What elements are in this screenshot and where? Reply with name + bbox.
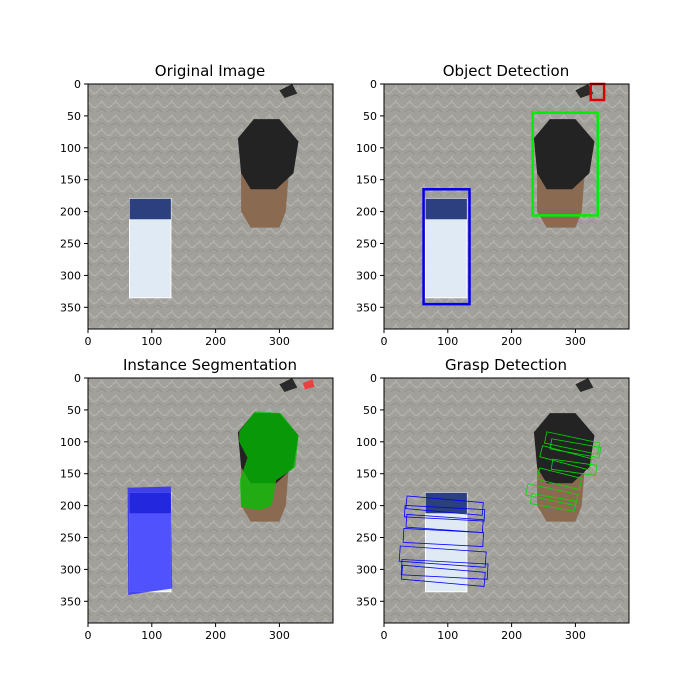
title-grasp: Grasp Detection — [445, 356, 567, 374]
detection-box-jar — [531, 111, 599, 217]
chocolate-band — [129, 198, 171, 220]
y-tick-label: 100 — [356, 436, 377, 449]
y-tick-label: 300 — [356, 269, 377, 282]
small-object — [279, 378, 298, 392]
panel-detection: 0 100 200 300 0 50 100 150 200 250 300 350 — [356, 78, 630, 348]
segmentation-mask-chocolate — [127, 486, 173, 595]
chocolate-band — [425, 492, 467, 514]
x-tick-label: 0 — [381, 629, 388, 642]
y-tick-label: 300 — [356, 563, 377, 576]
axes-frame — [87, 83, 334, 330]
y-tick-label: 50 — [67, 110, 81, 123]
x-tick-label: 200 — [501, 335, 522, 348]
grasp-rectangle — [529, 493, 577, 512]
x-tick-label: 100 — [437, 335, 458, 348]
x-tick-label: 0 — [85, 335, 92, 348]
y-tick-label: 50 — [363, 404, 377, 417]
y-tick-label: 200 — [356, 500, 377, 513]
y-tick-label: 100 — [356, 142, 377, 155]
x-tick-label: 0 — [381, 335, 388, 348]
image-background — [384, 84, 629, 329]
y-tick-label: 350 — [356, 595, 377, 608]
x-tick-label: 200 — [205, 335, 226, 348]
title-detection: Object Detection — [443, 62, 570, 80]
grasp-rectangle — [398, 545, 487, 568]
y-tick-label: 150 — [60, 468, 81, 481]
small-object — [575, 84, 594, 98]
jar-lid — [533, 413, 595, 484]
title-original: Original Image — [155, 62, 265, 80]
x-tick-label: 100 — [141, 629, 162, 642]
y-tick-label: 200 — [60, 206, 81, 219]
y-tick-label: 250 — [60, 532, 81, 545]
y-tick-label: 200 — [356, 206, 377, 219]
chocolate-band — [425, 198, 467, 220]
image-background — [384, 378, 629, 623]
small-object — [279, 84, 298, 98]
title-segmentation: Instance Segmentation — [123, 356, 297, 374]
y-tick-label: 250 — [356, 238, 377, 251]
grasp-rectangle — [405, 514, 484, 533]
x-tick-label: 300 — [269, 629, 290, 642]
grasp-rectangle — [404, 505, 486, 522]
y-tick-label: 0 — [370, 372, 377, 385]
x-tick-label: 0 — [85, 629, 92, 642]
x-tick-label: 200 — [501, 629, 522, 642]
y-tick-label: 200 — [60, 500, 81, 513]
y-tick-label: 50 — [363, 110, 377, 123]
y-tick-label: 350 — [356, 301, 377, 314]
segmentation-mask-jar — [239, 411, 299, 511]
grasp-rectangle — [536, 467, 583, 491]
y-tick-label: 50 — [67, 404, 81, 417]
y-tick-label: 100 — [60, 142, 81, 155]
axes-frame — [383, 377, 630, 624]
small-object — [575, 378, 594, 392]
detection-box-chocolate — [422, 188, 471, 306]
x-tick-label: 100 — [437, 629, 458, 642]
grasp-rectangle — [550, 458, 598, 476]
x-tick-label: 200 — [205, 629, 226, 642]
x-tick-label: 100 — [141, 335, 162, 348]
y-tick-label: 150 — [356, 468, 377, 481]
x-tick-label: 300 — [269, 335, 290, 348]
grasp-rectangle — [544, 431, 601, 455]
grasp-rectangle — [405, 495, 484, 516]
axes-frame — [383, 83, 630, 330]
y-tick-label: 300 — [60, 269, 81, 282]
y-tick-label: 0 — [74, 78, 81, 91]
jar-lid — [533, 119, 595, 190]
x-tick-label: 300 — [565, 335, 586, 348]
y-tick-label: 300 — [60, 563, 81, 576]
panel-segmentation: 0 100 200 300 0 50 100 150 200 250 300 350 — [60, 372, 334, 642]
grasp-rectangle — [525, 483, 579, 507]
image-background — [88, 378, 333, 623]
y-tick-label: 150 — [60, 174, 81, 187]
y-tick-label: 100 — [60, 436, 81, 449]
jar-lid — [237, 119, 299, 190]
image-background — [88, 84, 333, 329]
y-tick-label: 0 — [370, 78, 377, 91]
grasp-rectangle — [400, 564, 486, 587]
x-tick-label: 300 — [565, 629, 586, 642]
grasp-rectangle — [400, 559, 489, 580]
segmentation-mask-small-object — [303, 379, 315, 390]
panel-grasp: 0 100 200 300 0 50 100 150 200 250 300 350 — [356, 372, 630, 642]
y-tick-label: 150 — [356, 174, 377, 187]
axes-frame — [87, 377, 334, 624]
y-tick-label: 350 — [60, 301, 81, 314]
y-tick-label: 0 — [74, 372, 81, 385]
y-tick-label: 350 — [60, 595, 81, 608]
y-tick-label: 250 — [356, 532, 377, 545]
grasp-rectangle — [402, 527, 484, 548]
panel-original: 0 100 200 300 0 50 100 150 200 250 300 350 — [60, 78, 334, 348]
grasp-rectangle — [549, 438, 602, 458]
y-tick-label: 250 — [60, 238, 81, 251]
